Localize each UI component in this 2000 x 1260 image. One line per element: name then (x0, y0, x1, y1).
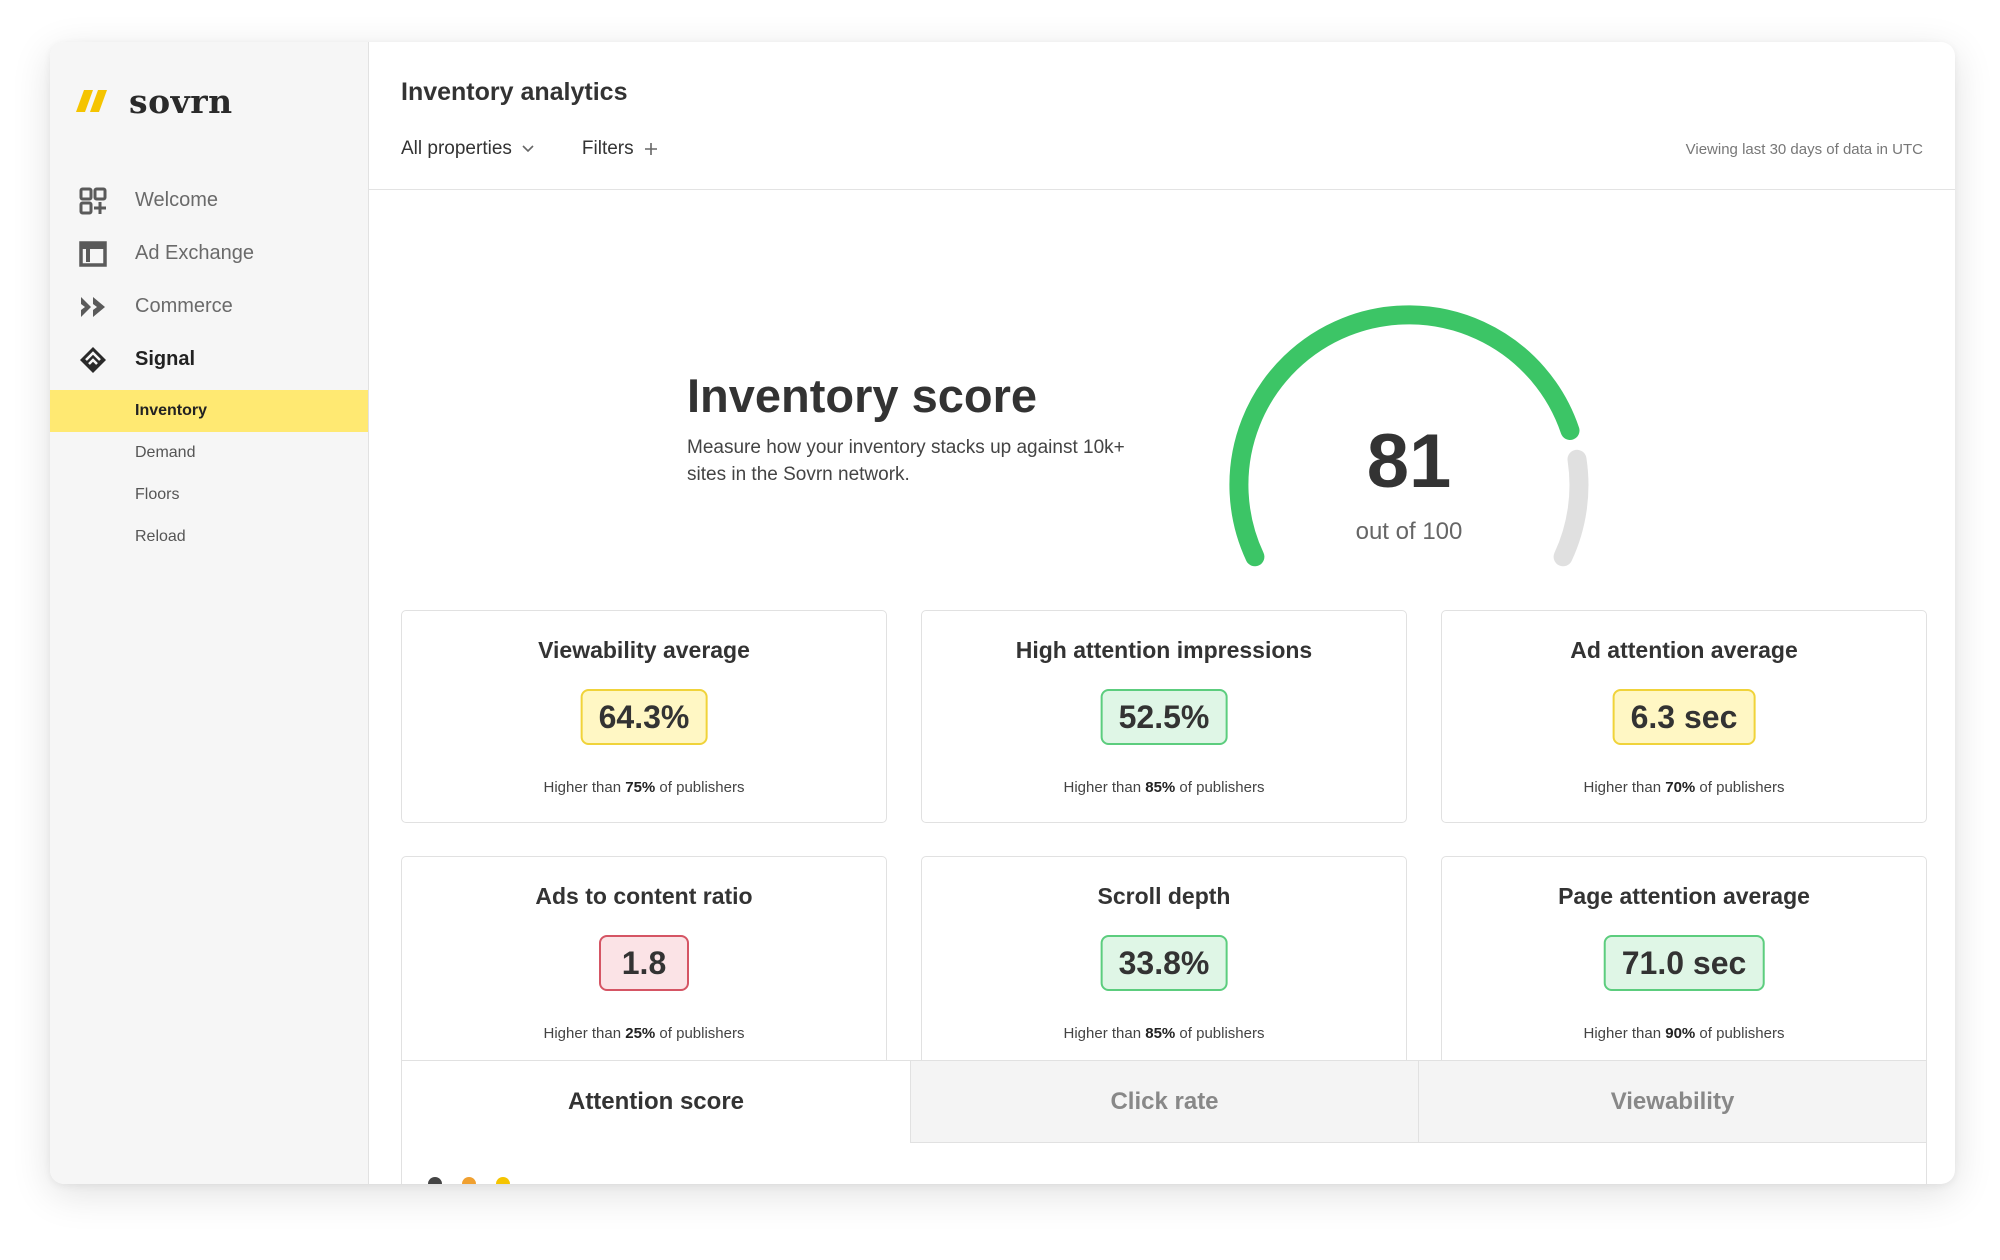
filters-label: Filters (581, 138, 634, 159)
app-window: sovrn Welcome (50, 42, 1955, 1184)
subnav-item-reload[interactable]: Reload (135, 528, 186, 545)
metric-value: 6.3 sec (1612, 689, 1756, 745)
metric-value: 71.0 sec (1603, 935, 1765, 991)
tab-viewability[interactable]: Viewability (1418, 1061, 1926, 1143)
metric-value: 33.8% (1100, 935, 1228, 991)
metric-card-scroll-depth[interactable]: Scroll depth 33.8% Higher than 85% of pu… (921, 856, 1407, 1069)
score-hero: Inventory score Measure how your invento… (369, 190, 1955, 570)
sidebar-item-ad-exchange[interactable]: Ad Exchange (50, 227, 368, 280)
sidebar-item-commerce[interactable]: Commerce (50, 280, 368, 333)
metric-value: 1.8 (599, 935, 689, 991)
metric-value: 64.3% (580, 689, 708, 745)
score-title: Inventory score (687, 369, 1038, 422)
sidebar-nav: Welcome Ad Exchange (50, 174, 368, 558)
metric-card-page-attention[interactable]: Page attention average 71.0 sec Higher t… (1441, 856, 1927, 1069)
score-gauge: 81 out of 100 (1189, 290, 1629, 610)
metric-title: Scroll depth (1097, 883, 1231, 909)
sidebar-item-signal[interactable]: Signal (50, 333, 368, 386)
metric-comparison: Higher than 70% of publishers (1583, 779, 1785, 796)
score-caption: out of 100 (1355, 518, 1463, 545)
metric-card-viewability[interactable]: Viewability average 64.3% Higher than 75… (401, 610, 887, 823)
subnav-item-inventory[interactable]: Inventory (50, 390, 368, 432)
chart-tabs: Attention score Click rate Viewability (401, 1060, 1927, 1184)
sidebar-item-label: Welcome (135, 189, 218, 211)
sidebar-item-label: Commerce (135, 295, 233, 317)
legend-dot (496, 1177, 510, 1184)
page-header: Inventory analytics All properties Filte… (369, 42, 1955, 190)
subnav-item-demand[interactable]: Demand (135, 444, 196, 461)
main-content: Inventory analytics All properties Filte… (369, 42, 1955, 1184)
metric-comparison: Higher than 85% of publishers (1063, 779, 1265, 796)
metric-title: Viewability average (538, 637, 750, 663)
chart-legend-partial (428, 1177, 510, 1184)
metric-comparison: Higher than 90% of publishers (1583, 1025, 1785, 1042)
sidebar-item-welcome[interactable]: Welcome (50, 174, 368, 227)
plus-icon (644, 143, 657, 155)
metric-card-ad-attention[interactable]: Ad attention average 6.3 sec Higher than… (1441, 610, 1927, 823)
score-value: 81 (1366, 419, 1452, 504)
window-icon (78, 239, 108, 269)
subnav-item-floors[interactable]: Floors (135, 486, 180, 503)
tab-click-rate[interactable]: Click rate (910, 1061, 1418, 1143)
metric-value: 52.5% (1100, 689, 1228, 745)
metric-comparison: Higher than 75% of publishers (543, 779, 745, 796)
properties-dropdown[interactable]: All properties (401, 138, 534, 160)
toolbar: All properties Filters (401, 138, 658, 160)
filters-button[interactable]: Filters (582, 138, 658, 160)
metric-title: Ads to content ratio (535, 883, 753, 909)
signal-diamond-icon (78, 345, 108, 375)
metric-title: High attention impressions (1015, 637, 1313, 663)
double-chevron-icon (78, 292, 108, 322)
metric-comparison: Higher than 85% of publishers (1063, 1025, 1265, 1042)
legend-dot (462, 1177, 476, 1184)
sidebar: sovrn Welcome (50, 42, 369, 1184)
properties-label: All properties (401, 138, 512, 159)
metric-card-high-attention[interactable]: High attention impressions 52.5% Higher … (921, 610, 1407, 823)
sidebar-item-label: Signal (135, 348, 196, 370)
date-range-note: Viewing last 30 days of data in UTC (1685, 141, 1923, 158)
gauge-track (1553, 449, 1589, 567)
chevron-down-icon (522, 145, 534, 153)
gauge-chart (1229, 305, 1589, 567)
sovrn-logo[interactable]: sovrn (75, 76, 233, 126)
legend-dot (428, 1177, 442, 1184)
logo-mark-icon (75, 90, 108, 112)
grid-plus-icon (78, 186, 108, 216)
signal-subnav: Inventory Demand Floors Reload (50, 390, 368, 558)
metric-comparison: Higher than 25% of publishers (543, 1025, 745, 1042)
metric-title: Page attention average (1558, 883, 1810, 909)
metric-title: Ad attention average (1570, 637, 1798, 663)
metric-card-ads-content-ratio[interactable]: Ads to content ratio 1.8 Higher than 25%… (401, 856, 887, 1069)
score-description: Measure how your inventory stacks up aga… (687, 437, 1125, 485)
page-title: Inventory analytics (401, 78, 628, 106)
tab-attention-score[interactable]: Attention score (402, 1061, 910, 1143)
sidebar-item-label: Ad Exchange (135, 242, 254, 264)
gauge-fill (1229, 305, 1580, 567)
brand-name: sovrn (129, 81, 233, 121)
